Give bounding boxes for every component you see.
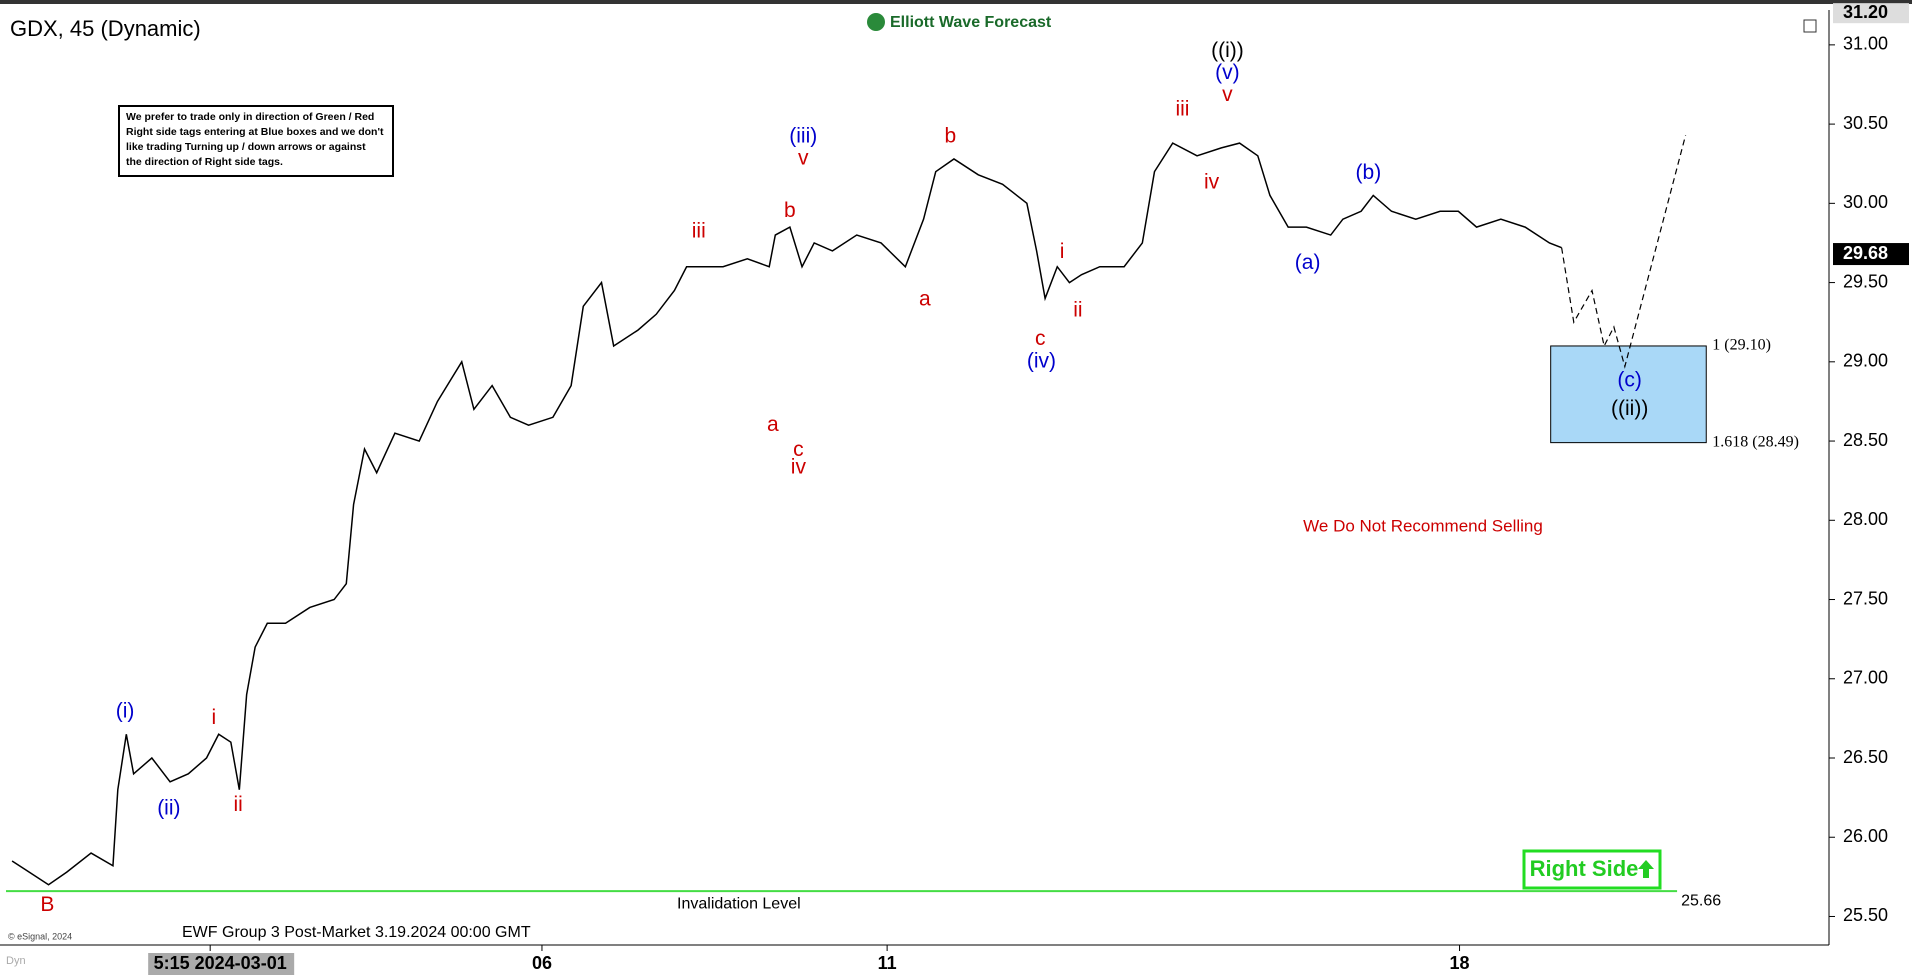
- note-line: Right side tags entering at Blue boxes a…: [126, 126, 384, 138]
- wave-label: a: [919, 288, 931, 311]
- y-tick-label: 28.00: [1843, 509, 1888, 529]
- y-tick-label: 28.50: [1843, 430, 1888, 450]
- y-tick-label: 27.50: [1843, 588, 1888, 608]
- x-tick-label: 5:15 2024-03-01: [154, 953, 287, 973]
- top-bar: [0, 0, 1912, 4]
- y-tick-label: 25.50: [1843, 905, 1888, 925]
- right-side: Right Side: [1530, 856, 1639, 881]
- note-box: [118, 105, 394, 177]
- wave-label: (b): [1356, 161, 1382, 184]
- y-tick-label: 30.00: [1843, 192, 1888, 212]
- wave-label: (iii): [789, 124, 817, 147]
- wave-label: i: [211, 706, 216, 729]
- wave-label: iii: [692, 219, 706, 242]
- recommendation: We Do Not Recommend Selling: [1303, 516, 1543, 535]
- x-tick-highlight: [148, 953, 295, 975]
- x-tick-label: 18: [1450, 953, 1470, 973]
- last-price-tag: [1833, 243, 1909, 266]
- wave-label: c: [793, 438, 804, 461]
- wave-label: c: [1035, 327, 1046, 350]
- y-tick-label: 26.50: [1843, 747, 1888, 767]
- y-tick-label: 27.00: [1843, 668, 1888, 688]
- y-tick-label: 26.00: [1843, 826, 1888, 846]
- wave-label: iii: [1175, 97, 1189, 120]
- wave-label: (a): [1295, 251, 1321, 274]
- wave-label: (ii): [157, 796, 180, 819]
- wave-label: a: [767, 413, 779, 436]
- wave-label: ((i)): [1211, 39, 1244, 62]
- wave-label: iv: [791, 456, 807, 479]
- wave-label: v: [798, 147, 809, 170]
- price-line: [11, 142, 1562, 886]
- target-level-label: 1 (29.10): [1712, 337, 1771, 354]
- footer: EWF Group 3 Post-Market 3.19.2024 00:00 …: [182, 924, 531, 941]
- logo: Elliott Wave Forecast: [890, 14, 1052, 31]
- wave-label: b: [944, 124, 956, 147]
- wave-label: (iv): [1027, 349, 1056, 372]
- wave-label: B: [40, 893, 54, 916]
- invalidation-value: 25.66: [1681, 892, 1721, 909]
- mode: Dyn: [6, 955, 26, 967]
- wave-label: b: [784, 199, 796, 222]
- projection-line: [1561, 135, 1687, 369]
- note-line: We prefer to trade only in direction of …: [126, 111, 374, 123]
- target-level-label: 1.618 (28.49): [1712, 433, 1799, 450]
- top-tag: [1833, 3, 1909, 24]
- wave-label: i: [1060, 240, 1065, 263]
- wave-label: (v): [1215, 61, 1240, 84]
- y-tick-label: 29.50: [1843, 271, 1888, 291]
- wave-label: iv: [1204, 170, 1220, 193]
- x-tick-label: 06: [532, 953, 552, 973]
- logo-icon: [867, 13, 885, 31]
- wave-label: v: [1222, 83, 1233, 106]
- y-tick-label: 30.50: [1843, 113, 1888, 133]
- x-tick-label: 11: [878, 953, 897, 973]
- wave-label: (c): [1617, 368, 1642, 391]
- x-axis-strip: [0, 945, 1912, 979]
- right-side-arrow: [1638, 860, 1654, 878]
- right-side-box: [1522, 849, 1662, 890]
- chart-title: GDX, 45 (Dynamic): [10, 16, 201, 41]
- copyright: © eSignal, 2024: [8, 931, 72, 941]
- invalidation-label: Invalidation Level: [677, 895, 801, 912]
- wave-label: ((ii)): [1611, 397, 1648, 420]
- wave-label: ii: [233, 793, 242, 816]
- y-tick-label: 31.00: [1843, 34, 1888, 54]
- top-tag-label: 31.20: [1843, 2, 1888, 22]
- y-tick-label: 29.00: [1843, 351, 1888, 371]
- window-icon: [1803, 19, 1817, 33]
- target-zone: [1550, 345, 1707, 444]
- last-price: 29.68: [1843, 243, 1888, 263]
- wave-label: ii: [1073, 299, 1082, 322]
- wave-label: (i): [116, 700, 135, 723]
- note-line: like trading Turning up / down arrows or…: [126, 141, 366, 153]
- note-line: the direction of Right side tags.: [126, 156, 283, 168]
